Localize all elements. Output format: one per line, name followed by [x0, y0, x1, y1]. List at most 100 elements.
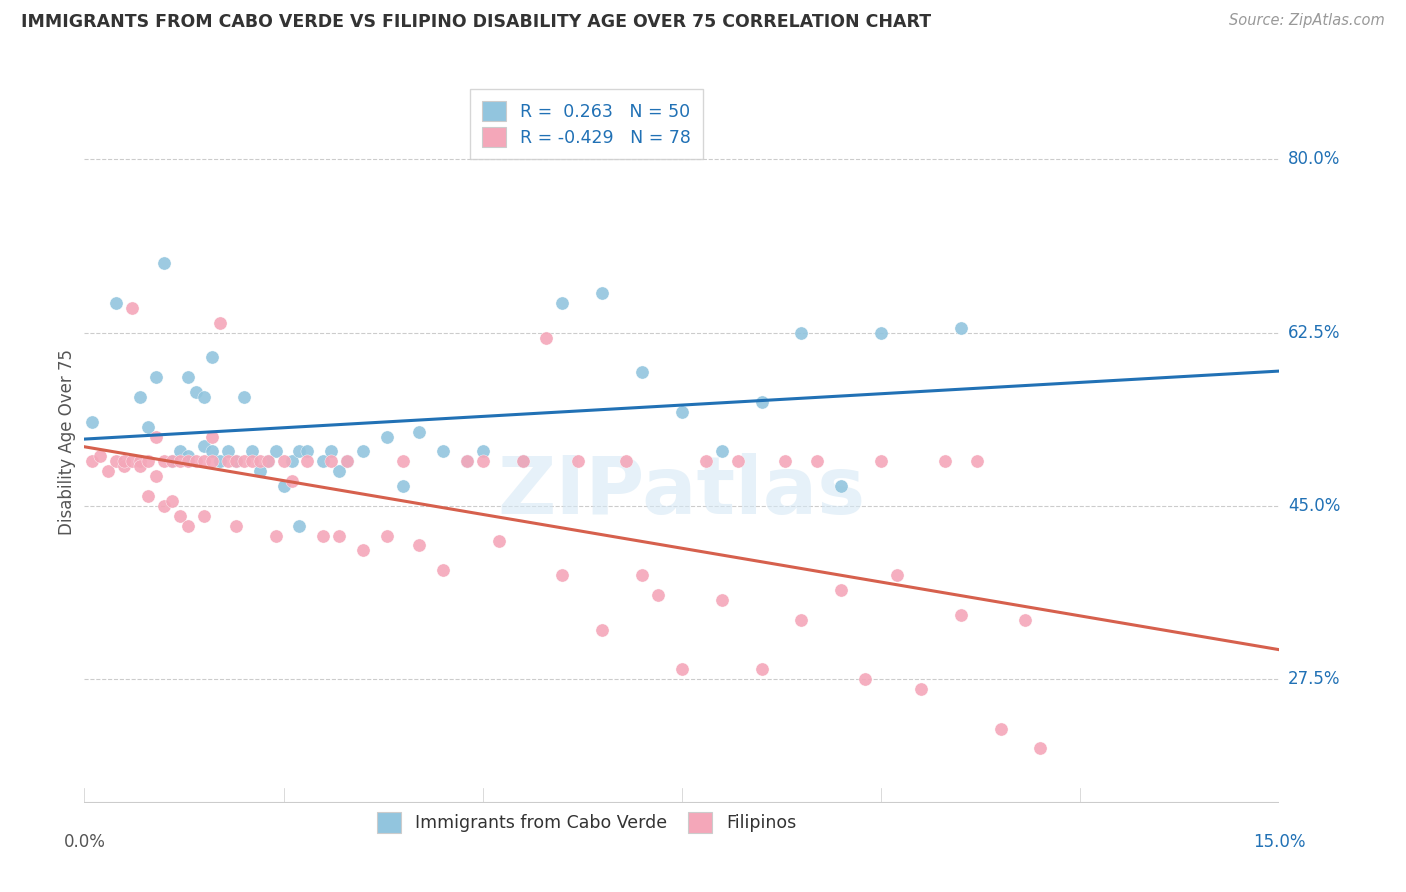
Point: [432, 444, 454, 458]
Point: [153, 499, 176, 513]
Point: [89, 450, 111, 464]
Point: [217, 454, 239, 468]
Point: [112, 454, 135, 468]
Point: [336, 454, 359, 468]
Point: [408, 425, 430, 439]
Point: [208, 454, 231, 468]
Point: [751, 395, 773, 409]
Point: [328, 464, 350, 478]
Point: [312, 528, 335, 542]
Point: [201, 444, 224, 458]
Point: [225, 518, 247, 533]
Point: [710, 444, 733, 458]
Point: [169, 508, 191, 523]
Point: [551, 296, 574, 310]
Point: [217, 444, 239, 458]
Point: [352, 444, 374, 458]
Point: [169, 454, 191, 468]
Point: [145, 370, 167, 384]
Point: [225, 454, 247, 468]
Point: [408, 539, 430, 553]
Point: [225, 454, 247, 468]
Point: [297, 454, 319, 468]
Point: [990, 722, 1012, 736]
Point: [392, 479, 415, 493]
Point: [129, 454, 152, 468]
Point: [129, 459, 152, 474]
Point: [790, 326, 813, 340]
Point: [312, 454, 335, 468]
Point: [280, 474, 302, 488]
Point: [136, 419, 159, 434]
Point: [751, 662, 773, 676]
Point: [249, 454, 271, 468]
Point: [264, 444, 287, 458]
Point: [240, 454, 263, 468]
Text: 27.5%: 27.5%: [1288, 670, 1340, 688]
Point: [105, 454, 128, 468]
Point: [375, 429, 398, 443]
Point: [853, 672, 876, 686]
Point: [471, 454, 494, 468]
Point: [321, 444, 343, 458]
Point: [105, 296, 128, 310]
Point: [886, 568, 908, 582]
Point: [631, 568, 654, 582]
Point: [1029, 741, 1052, 756]
Point: [471, 444, 494, 458]
Point: [177, 454, 200, 468]
Point: [121, 301, 143, 315]
Point: [806, 454, 828, 468]
Point: [145, 429, 167, 443]
Point: [232, 390, 254, 404]
Point: [352, 543, 374, 558]
Point: [567, 454, 589, 468]
Point: [949, 320, 972, 334]
Point: [232, 454, 254, 468]
Text: ZIPatlas: ZIPatlas: [498, 453, 866, 531]
Point: [208, 316, 231, 330]
Point: [177, 370, 200, 384]
Point: [551, 568, 574, 582]
Point: [321, 454, 343, 468]
Point: [910, 681, 932, 696]
Point: [201, 429, 224, 443]
Point: [456, 454, 478, 468]
Point: [193, 390, 215, 404]
Point: [97, 464, 120, 478]
Point: [870, 326, 893, 340]
Point: [536, 330, 558, 344]
Point: [153, 454, 176, 468]
Point: [177, 518, 200, 533]
Point: [870, 454, 893, 468]
Point: [336, 454, 359, 468]
Point: [82, 454, 104, 468]
Point: [193, 508, 215, 523]
Text: 15.0%: 15.0%: [1253, 833, 1306, 851]
Point: [934, 454, 956, 468]
Point: [153, 256, 176, 270]
Point: [264, 528, 287, 542]
Point: [512, 454, 534, 468]
Point: [82, 415, 104, 429]
Point: [614, 454, 637, 468]
Point: [297, 444, 319, 458]
Point: [966, 454, 988, 468]
Point: [136, 454, 159, 468]
Point: [375, 528, 398, 542]
Point: [184, 385, 207, 400]
Point: [160, 494, 183, 508]
Point: [169, 444, 191, 458]
Point: [288, 518, 311, 533]
Point: [432, 563, 454, 577]
Point: [790, 613, 813, 627]
Point: [830, 582, 852, 597]
Point: [240, 444, 263, 458]
Point: [160, 454, 183, 468]
Point: [392, 454, 415, 468]
Point: [249, 464, 271, 478]
Point: [177, 450, 200, 464]
Text: Source: ZipAtlas.com: Source: ZipAtlas.com: [1229, 13, 1385, 29]
Text: 45.0%: 45.0%: [1288, 497, 1340, 515]
Point: [591, 623, 613, 637]
